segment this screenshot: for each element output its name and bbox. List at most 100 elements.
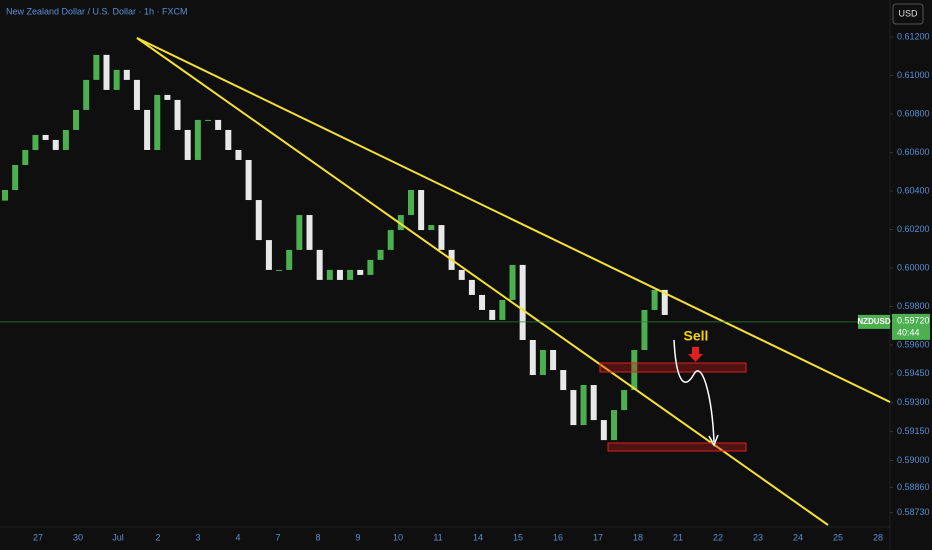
candle-body (428, 225, 435, 231)
candle-body (336, 269, 343, 280)
candle-body (133, 79, 140, 110)
candle-body (611, 410, 617, 441)
candle-body (12, 164, 19, 191)
candle-body (194, 119, 201, 160)
y-tick-label: 0.61200 (897, 31, 930, 41)
y-tick-label: 0.60400 (897, 185, 930, 195)
x-tick-label: 16 (553, 532, 563, 542)
candle-body (580, 385, 587, 426)
candle-body (651, 289, 658, 310)
candle-body (296, 215, 303, 250)
candle-body (32, 134, 39, 150)
candle-body (184, 129, 191, 160)
candle-body (479, 294, 486, 310)
candle-body (550, 350, 557, 371)
path-arrow-head (708, 434, 719, 447)
candle-body (276, 269, 283, 271)
y-tick-label: 0.60000 (897, 262, 930, 272)
x-tick-label: 18 (633, 532, 643, 542)
candle-body (438, 225, 445, 250)
candle-body (73, 109, 80, 130)
plot: 0.61200 0.61000 0.60800 0.60600 0.60400 0.602… (2, 31, 930, 542)
candle-body (408, 190, 414, 216)
currency-label: USD (898, 8, 918, 18)
x-tick-label: 17 (593, 532, 603, 542)
target-zone (607, 442, 747, 452)
candle-body (52, 139, 59, 150)
candle-body (621, 390, 628, 411)
x-tick-label: 9 (355, 532, 360, 542)
candle-body (235, 149, 242, 160)
price-badge (892, 313, 930, 340)
candle-body (205, 119, 211, 121)
candle-body (397, 215, 404, 231)
candle-body (113, 69, 120, 90)
symbol-label: NZDUSD (857, 317, 891, 326)
candle-body (631, 350, 638, 391)
countdown-label: 40:44 (897, 327, 920, 337)
sell-arrow (688, 347, 703, 362)
y-tick-label: 0.59000 (897, 455, 930, 465)
candle-body (245, 159, 252, 201)
y-tick-label: 0.59300 (897, 397, 930, 407)
chart-title: New Zealand Dollar / U.S. Dollar · 1h · … (6, 6, 188, 16)
candle-body (468, 279, 475, 295)
candle-body (103, 54, 110, 90)
candle-body (418, 190, 425, 231)
candle-body (2, 190, 8, 201)
candle-body (519, 264, 526, 340)
x-tick-label: 27 (33, 532, 43, 542)
candle-body (255, 200, 262, 241)
candle-body (123, 69, 130, 80)
trendline (136, 37, 891, 403)
path-arrow (673, 339, 715, 443)
x-tick-label: 28 (873, 532, 883, 542)
y-tick-label: 0.59600 (897, 339, 930, 349)
y-tick-label: 0.58730 (897, 507, 930, 517)
x-tick-label: 15 (513, 532, 523, 542)
candle-body (489, 309, 496, 320)
last-price-label: 0.59720 (897, 315, 930, 325)
x-tick-label: 21 (673, 532, 683, 542)
candle-body (265, 240, 272, 270)
candle-body (316, 249, 323, 280)
x-tick-label: 24 (793, 532, 803, 542)
candle-body (326, 269, 333, 280)
y-tick-label: 0.59150 (897, 426, 930, 436)
candle-body (367, 259, 374, 275)
candle-body (458, 269, 465, 280)
symbol-badge (858, 314, 890, 329)
currency-button[interactable] (892, 3, 924, 25)
y-tick-label: 0.60800 (897, 108, 930, 118)
candle-body (144, 109, 151, 150)
candle-body (83, 79, 90, 110)
x-tick-label: 3 (195, 532, 200, 542)
candle-body (590, 385, 597, 421)
x-tick-label: 23 (753, 532, 763, 542)
y-tick-label: 0.60600 (897, 147, 930, 157)
candle-body (560, 370, 567, 391)
y-tick-label: 0.58860 (897, 482, 930, 492)
candle-body (347, 269, 354, 280)
y-tick-label: 0.59450 (897, 368, 930, 378)
candle-body (661, 289, 668, 315)
candle-body (539, 350, 546, 376)
x-tick-label: 11 (433, 532, 442, 542)
candle-body (22, 149, 29, 165)
candle-body (215, 119, 222, 130)
x-tick-label: 30 (73, 532, 83, 542)
candle-body (570, 390, 577, 426)
y-tick-label: 0.61000 (897, 70, 930, 80)
annotation: Sell (684, 328, 709, 344)
candle-body (387, 230, 394, 250)
x-tick-label: 14 (473, 532, 483, 542)
x-tick-label: 2 (155, 532, 160, 542)
candle-body (499, 299, 506, 320)
candle-body (93, 54, 100, 80)
candle-body (641, 309, 648, 350)
candle-body (600, 420, 607, 441)
candle-body (164, 94, 171, 100)
candle-body (62, 129, 69, 150)
candle-body (174, 99, 181, 130)
